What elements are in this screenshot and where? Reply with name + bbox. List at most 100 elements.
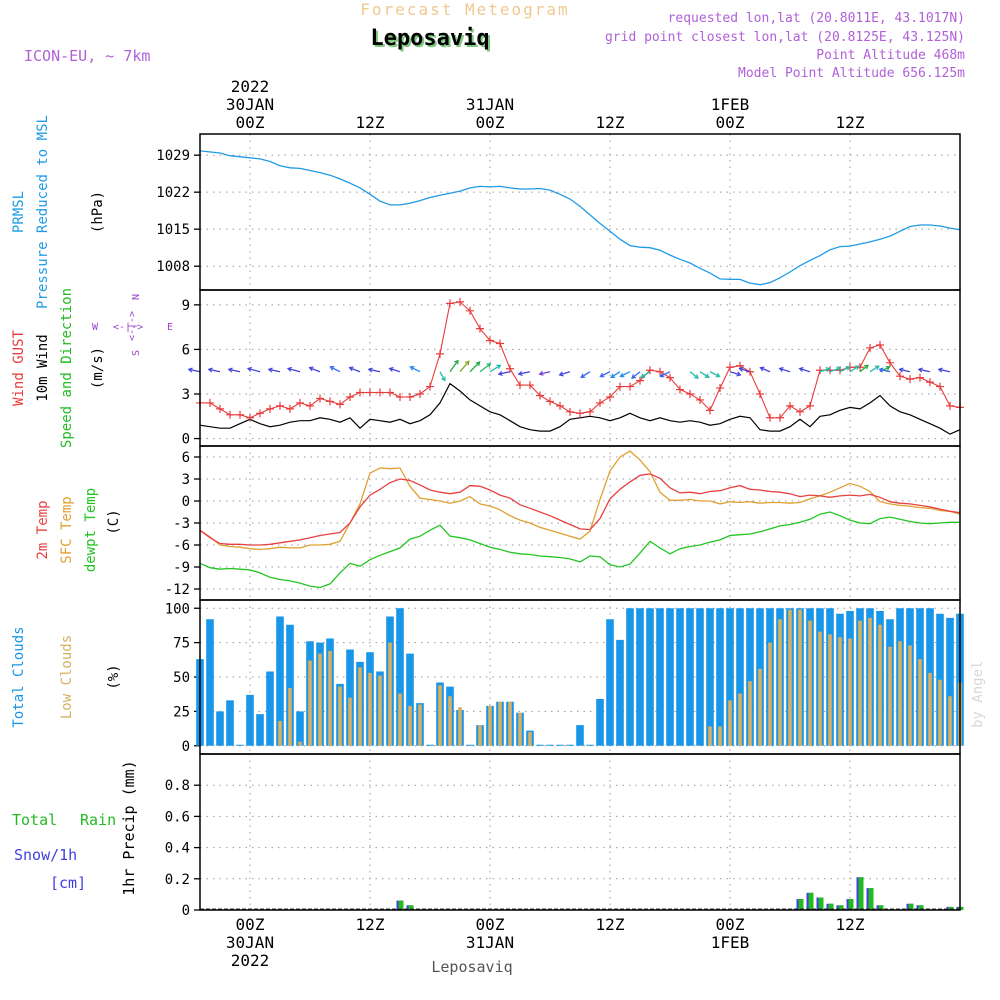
wind-gust-marker (616, 382, 624, 391)
rain-bar (798, 899, 804, 910)
wind-gust-marker (726, 363, 734, 372)
wind-gust-marker (486, 336, 494, 345)
surface-temp-line (199, 450, 961, 551)
bottom-time-label: 31JAN (466, 933, 514, 952)
wind-gust-marker (626, 382, 634, 391)
total-cloud-bar (466, 744, 474, 746)
low-cloud-bar (338, 686, 342, 746)
wind-gust-marker (896, 372, 904, 381)
low-cloud-bar (858, 620, 862, 746)
top-time-label: 31JAN (466, 95, 514, 114)
low-cloud-bar (808, 620, 812, 746)
low-cloud-bar (438, 685, 442, 746)
bottom-time-label: 12Z (836, 915, 865, 934)
low-cloud-bar (298, 741, 302, 746)
total-cloud-bar (646, 608, 654, 746)
low-cloud-bar (518, 712, 522, 746)
wind-direction-vector (631, 371, 641, 379)
wind-direction-arrowhead (388, 366, 394, 372)
wind-direction-vector (518, 371, 531, 375)
wind-gust-marker (796, 407, 804, 416)
wind-gust-marker (936, 382, 944, 391)
wind-gust-marker (566, 407, 574, 416)
bottom-time-label: 12Z (356, 915, 385, 934)
wind-direction-arrowhead (845, 366, 851, 371)
point-altitude: Point Altitude 468m (816, 48, 965, 63)
wind-gust-marker (786, 401, 794, 410)
low-cloud-bar (418, 704, 422, 746)
total-cloud-bar (546, 744, 554, 746)
total-cloud-bar (226, 700, 234, 746)
wind-direction-vector (938, 368, 951, 373)
station-title: Leposaviq (370, 26, 489, 51)
temperature-frame (199, 445, 961, 601)
low-cloud-bar (768, 642, 772, 746)
wind-gust-marker (946, 401, 954, 410)
low-cloud-bar (758, 668, 762, 746)
precip-rain-label: Rain (80, 811, 116, 829)
wind-direction-vector (309, 367, 321, 373)
wind-direction-arrowhead (778, 366, 784, 372)
temperature-ytick-label: -3 (173, 516, 190, 532)
wind-ytick-label: 3 (182, 387, 190, 403)
low-cloud-bar (838, 637, 842, 746)
low-cloud-bar (918, 659, 922, 746)
low-cloud-bar (718, 726, 722, 746)
pressure-ytick-label: 1029 (156, 148, 190, 164)
wind-direction-arrowhead (207, 367, 213, 373)
low-cloud-bar (398, 693, 402, 746)
rain-bar (838, 905, 844, 910)
wind-gust-marker (886, 358, 894, 367)
wind-speed-direction-label: Speed and Direction (59, 288, 75, 448)
wind-direction-arrowhead (267, 367, 273, 373)
wind-gust-marker (716, 384, 724, 393)
wind-direction-vector (449, 360, 459, 373)
low-cloud-bar (828, 634, 832, 746)
wind-direction-arrowhead (187, 367, 193, 373)
pressure-ytick-label: 1008 (156, 259, 190, 275)
top-time-label: 00Z (716, 113, 745, 132)
total-cloud-bar (216, 711, 224, 746)
wind-gust-marker (226, 410, 234, 419)
wind-direction-vector (188, 368, 201, 373)
grid-point-coordinates: grid point closest lon,lat (20.8125E, 43… (605, 30, 965, 45)
wind-gust-marker (926, 378, 934, 387)
wind-direction-arrowhead (329, 366, 335, 371)
wind-direction-vector (439, 371, 446, 381)
rain-bar (948, 906, 954, 910)
low-cloud-bar (328, 650, 332, 746)
wind-direction-vector (498, 371, 511, 375)
pressure-frame (199, 133, 961, 291)
wind-gust-marker (776, 413, 784, 422)
wind-gust-marker (596, 398, 604, 407)
wind-direction-vector (228, 368, 241, 373)
rain-bar (958, 906, 964, 910)
station-shadow: Leposaviq (372, 28, 491, 53)
low-cloud-bar (488, 705, 492, 746)
wind-direction-vector (389, 367, 401, 373)
total-cloud-bar (236, 744, 244, 746)
temp-2m-line (199, 473, 961, 546)
wind-direction-arrowhead (441, 376, 446, 382)
wind-gust-marker (396, 392, 404, 401)
clouds-ytick-label: 50 (173, 670, 190, 686)
wind-gust-marker (506, 364, 514, 373)
wind-direction-vector (539, 371, 551, 375)
wind-direction-arrowhead (874, 365, 880, 370)
total-cloud-bar (566, 744, 574, 746)
wind-gust-marker (666, 373, 674, 382)
wind-gust-marker (686, 390, 694, 398)
rain-bar (878, 905, 884, 910)
wind-direction-vector (287, 367, 301, 373)
top-time-label: 00Z (236, 113, 265, 132)
bottom-time-label: 12Z (596, 915, 625, 934)
temp-unit: (C) (106, 509, 122, 534)
top-time-label: 12Z (596, 113, 625, 132)
low-cloud-bar (308, 660, 312, 746)
pressure-unit: (hPa) (90, 191, 106, 233)
wind-direction-arrowhead (486, 363, 492, 368)
top-time-label: 00Z (476, 113, 505, 132)
wind-direction-vector (689, 371, 699, 379)
wind-gust-marker (206, 398, 214, 407)
wind-gust-label: Wind GUST (11, 330, 27, 406)
